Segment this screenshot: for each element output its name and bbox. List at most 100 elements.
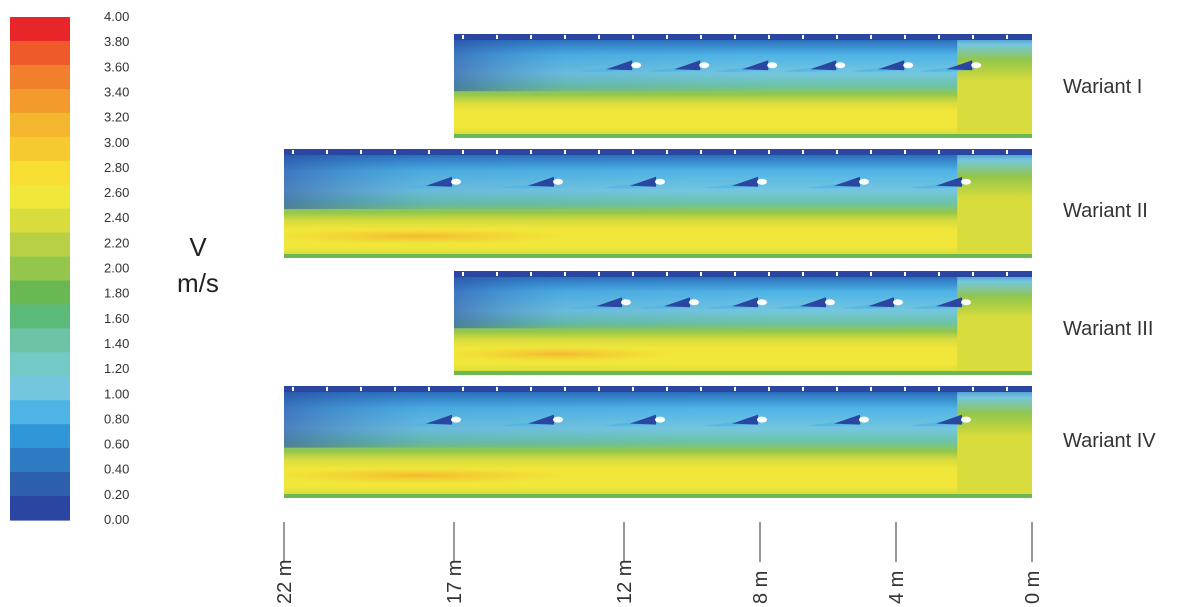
bottom-boundary xyxy=(284,254,1032,258)
wall-mark xyxy=(360,387,362,391)
legend-tick-label: 3.40 xyxy=(104,84,129,99)
wall-mark xyxy=(496,35,498,39)
top-wall xyxy=(284,386,1032,392)
quantity-label: V xyxy=(189,232,207,262)
vane-marker xyxy=(655,178,665,185)
guide-vane xyxy=(878,60,905,71)
guide-vane xyxy=(868,297,894,308)
guide-vane xyxy=(936,297,962,308)
guide-vane xyxy=(606,60,633,71)
wall-mark xyxy=(326,150,328,154)
guide-vane xyxy=(834,414,860,425)
guide-vane xyxy=(630,414,656,425)
wall-mark xyxy=(802,272,804,276)
legend-tick-label: 2.80 xyxy=(104,160,129,175)
wall-mark xyxy=(734,387,736,391)
high-velocity-core xyxy=(284,467,569,484)
legend-swatch xyxy=(10,376,70,401)
velocity-legend: 4.00 3.80 3.60 3.40 3.20 3.00 2.80 2.60 2.40 2.20… xyxy=(10,9,219,527)
wall-mark xyxy=(666,150,668,154)
wall-mark xyxy=(734,35,736,39)
top-wall xyxy=(454,271,1032,277)
wall-mark xyxy=(598,35,600,39)
wall-mark xyxy=(666,35,668,39)
wall-mark xyxy=(428,150,430,154)
wall-mark xyxy=(1006,35,1008,39)
distance-axis: 22 m 17 m 12 m 8 m 4 m 0 m xyxy=(274,522,1044,604)
vane-marker xyxy=(655,416,665,423)
vane-marker xyxy=(757,299,767,306)
guide-vane xyxy=(596,297,622,308)
distance-label: 17 m xyxy=(444,560,466,604)
wall-mark xyxy=(938,387,940,391)
wall-mark xyxy=(802,387,804,391)
wall-mark xyxy=(768,272,770,276)
legend-swatch xyxy=(10,472,70,497)
wall-mark xyxy=(666,272,668,276)
vane-marker xyxy=(835,62,846,69)
legend-tick-label: 3.00 xyxy=(104,135,129,150)
wall-mark xyxy=(904,387,906,391)
vane-marker xyxy=(961,178,971,185)
wall-mark xyxy=(666,387,668,391)
low-velocity-zone xyxy=(284,386,696,448)
legend-swatch xyxy=(10,424,70,449)
wall-mark xyxy=(836,272,838,276)
wall-mark xyxy=(326,387,328,391)
legend-tick-label: 0.00 xyxy=(104,512,129,527)
wall-mark xyxy=(462,35,464,39)
wall-mark xyxy=(870,35,872,39)
vane-marker xyxy=(451,416,461,423)
guide-vane xyxy=(936,176,962,187)
vane-marker xyxy=(961,416,971,423)
wall-mark xyxy=(870,150,872,154)
legend-tick-label: 1.20 xyxy=(104,361,129,376)
wall-mark xyxy=(292,150,294,154)
vane-marker xyxy=(757,416,767,423)
wall-mark xyxy=(598,150,600,154)
guide-vane xyxy=(426,414,452,425)
legend-swatch xyxy=(10,256,70,282)
wall-mark xyxy=(938,35,940,39)
vane-marker xyxy=(859,178,869,185)
wall-mark xyxy=(904,150,906,154)
low-velocity-zone xyxy=(454,34,772,92)
wall-mark xyxy=(1006,387,1008,391)
wall-mark xyxy=(530,150,532,154)
variant-panel: Wariant IV xyxy=(284,386,1156,498)
wall-mark xyxy=(700,150,702,154)
legend-tick-label: 3.20 xyxy=(104,110,129,125)
top-wall xyxy=(454,34,1032,40)
legend-swatch xyxy=(10,304,70,329)
guide-vane xyxy=(630,176,656,187)
wall-mark xyxy=(462,150,464,154)
variant-panel: Wariant III xyxy=(454,271,1153,375)
wall-mark xyxy=(904,35,906,39)
wall-mark xyxy=(870,387,872,391)
variant-panel: Wariant I xyxy=(454,34,1142,138)
legend-tick-label: 4.00 xyxy=(104,9,129,24)
variant-panel: Wariant II xyxy=(284,149,1148,258)
legend-swatch xyxy=(10,40,70,66)
legend-tick-label: 3.80 xyxy=(104,34,129,49)
wall-mark xyxy=(768,387,770,391)
variant-label: Wariant I xyxy=(1063,76,1142,98)
wall-mark xyxy=(700,272,702,276)
guide-vane xyxy=(528,414,554,425)
legend-tick-label: 1.60 xyxy=(104,311,129,326)
wall-mark xyxy=(836,387,838,391)
legend-tick-label: 0.20 xyxy=(104,487,129,502)
wall-mark xyxy=(496,272,498,276)
legend-swatch xyxy=(10,88,70,114)
wall-mark xyxy=(972,272,974,276)
legend-tick-label: 0.80 xyxy=(104,411,129,426)
variant-label: Wariant III xyxy=(1063,318,1153,340)
low-velocity-zone xyxy=(284,149,696,209)
variant-label: Wariant IV xyxy=(1063,430,1156,452)
vane-marker xyxy=(903,62,914,69)
legend-tick-label: 3.60 xyxy=(104,59,129,74)
legend-tick-label: 1.80 xyxy=(104,286,129,301)
legend-swatch xyxy=(10,328,70,353)
legend-swatch xyxy=(10,208,70,234)
vane-marker xyxy=(631,62,642,69)
